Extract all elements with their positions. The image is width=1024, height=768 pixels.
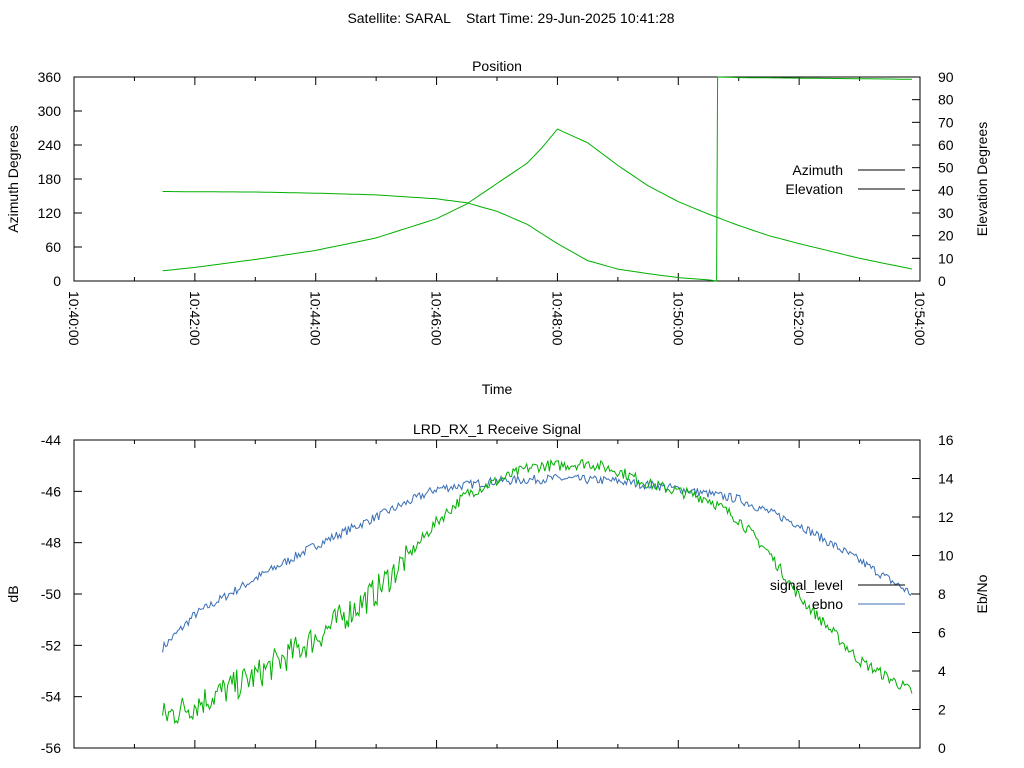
chart-title: Position [472,58,522,74]
y-tick-label: -48 [41,535,61,551]
y2-tick-label: 10 [938,250,954,266]
y2-tick-label: 0 [938,273,946,289]
y-axis-label: Azimuth Degrees [5,125,21,232]
y-tick-label: 0 [53,273,61,289]
position-chart: Position 10:40:00 10:42:00 10:44:00 10:46:00… [5,58,990,397]
y-axis-label: dB [5,585,21,602]
y-tick-label: 300 [38,103,62,119]
y2-axis-label: Elevation Degrees [974,122,990,236]
y2-tick-label: 14 [938,471,954,487]
y2-tick-label: 6 [938,625,946,641]
y2-tick-label: 60 [938,137,954,153]
y2-tick-label: 2 [938,702,946,718]
x-axis-label: Time [482,381,513,397]
y2-tick-label: 90 [938,69,954,85]
y2-tick-label: 16 [938,432,954,448]
plot-frame [73,439,921,749]
y-tick-label: -50 [41,586,61,602]
x-tick-label: 10:48:00 [549,291,565,346]
y-tick-label: -46 [41,483,61,499]
y-tick-label: 180 [38,171,62,187]
y-tick-label: -44 [41,432,61,448]
legend-label-azimuth: Azimuth [792,162,843,178]
y2-tick-label: 8 [938,586,946,602]
y2-tick-label: 70 [938,114,954,130]
x-tick-label: 10:46:00 [429,291,445,346]
y2-tick-label: 50 [938,160,954,176]
x-tick-label: 10:42:00 [187,291,203,346]
y2-tick-label: 20 [938,228,954,244]
y2-tick-label: 80 [938,92,954,108]
x-tick-label: 10:50:00 [670,291,686,346]
y2-tick-label: 4 [938,663,946,679]
y2-tick-label: 12 [938,509,954,525]
y-tick-label: 60 [45,239,61,255]
series-line-ebno [162,473,913,653]
x-tick-label: 10:40:00 [66,291,82,346]
y-tick-label: -56 [41,740,61,756]
legend-label-elevation: Elevation [785,181,843,197]
series-line-elevation [162,128,913,272]
y-tick-label: -52 [41,637,61,653]
x-tick-label: 10:52:00 [791,291,807,346]
plot-frame [73,76,921,282]
y2-tick-label: 40 [938,182,954,198]
legend-label-ebno: ebno [812,596,843,612]
y2-tick-label: 0 [938,740,946,756]
x-tick-label: 10:44:00 [308,291,324,346]
y-tick-label: -54 [41,689,61,705]
receive-signal-chart: LRD_RX_1 Receive Signal -56 -54 -52 -50 -48 -4… [5,421,990,756]
y2-tick-label: 30 [938,205,954,221]
x-tick-label: 10:54:00 [912,291,928,346]
page-title: Satellite: SARAL Start Time: 29-Jun-2025… [347,10,674,26]
series-line-azimuth [162,76,912,282]
y-tick-label: 240 [38,137,62,153]
legend-label-signal-level: signal_level [770,577,843,593]
y-tick-label: 360 [38,69,62,85]
chart-title: LRD_RX_1 Receive Signal [413,421,581,437]
y2-axis-label: Eb/No [974,574,990,613]
y2-tick-label: 10 [938,548,954,564]
series-line-trace [162,458,913,725]
y-tick-label: 120 [38,205,62,221]
